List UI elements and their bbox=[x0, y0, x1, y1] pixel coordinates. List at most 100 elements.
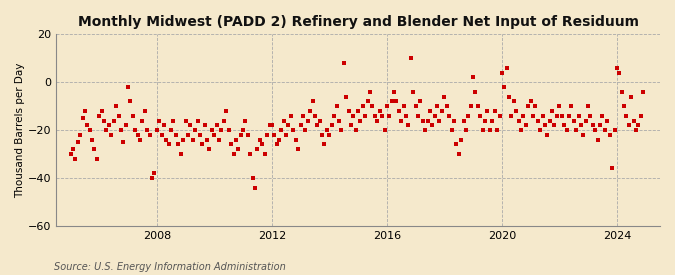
Point bbox=[456, 138, 466, 142]
Point bbox=[108, 118, 119, 123]
Point bbox=[338, 61, 349, 65]
Point bbox=[225, 142, 236, 147]
Point bbox=[283, 123, 294, 128]
Point bbox=[360, 114, 371, 118]
Point bbox=[166, 128, 177, 132]
Point bbox=[592, 138, 603, 142]
Point bbox=[250, 185, 261, 190]
Point bbox=[312, 123, 323, 128]
Point bbox=[137, 118, 148, 123]
Point bbox=[398, 104, 409, 108]
Point bbox=[580, 118, 591, 123]
Point bbox=[279, 118, 290, 123]
Point bbox=[242, 133, 253, 137]
Point bbox=[358, 104, 369, 108]
Point bbox=[326, 123, 337, 128]
Point bbox=[341, 94, 352, 99]
Point bbox=[146, 176, 157, 180]
Point bbox=[564, 114, 574, 118]
Point bbox=[199, 123, 210, 128]
Point bbox=[423, 118, 433, 123]
Point bbox=[525, 99, 536, 104]
Point bbox=[331, 104, 342, 108]
Point bbox=[355, 118, 366, 123]
Point bbox=[487, 118, 497, 123]
Point bbox=[223, 128, 234, 132]
Point bbox=[329, 114, 340, 118]
Point bbox=[554, 104, 565, 108]
Point bbox=[403, 123, 414, 128]
Point bbox=[228, 152, 239, 156]
Point bbox=[362, 99, 373, 104]
Point bbox=[86, 138, 97, 142]
Point bbox=[412, 114, 423, 118]
Point bbox=[142, 128, 153, 132]
Point bbox=[132, 133, 143, 137]
Point bbox=[537, 114, 548, 118]
Point bbox=[619, 104, 630, 108]
Point bbox=[139, 109, 150, 113]
Point bbox=[276, 128, 287, 132]
Point bbox=[389, 90, 400, 94]
Point bbox=[92, 157, 103, 161]
Point bbox=[202, 138, 213, 142]
Point bbox=[604, 133, 615, 137]
Point bbox=[454, 152, 464, 156]
Point bbox=[75, 133, 86, 137]
Point bbox=[65, 152, 76, 156]
Point bbox=[458, 118, 469, 123]
Point bbox=[556, 114, 567, 118]
Point bbox=[523, 104, 534, 108]
Point bbox=[638, 90, 649, 94]
Point bbox=[123, 85, 134, 89]
Point bbox=[437, 109, 448, 113]
Point bbox=[410, 104, 421, 108]
Point bbox=[539, 123, 550, 128]
Point bbox=[171, 133, 182, 137]
Point bbox=[518, 114, 529, 118]
Point bbox=[530, 104, 541, 108]
Point bbox=[513, 118, 524, 123]
Point bbox=[238, 128, 248, 132]
Point bbox=[599, 128, 610, 132]
Point bbox=[583, 104, 593, 108]
Point bbox=[460, 128, 471, 132]
Point bbox=[482, 109, 493, 113]
Point bbox=[420, 128, 431, 132]
Point bbox=[394, 109, 404, 113]
Point bbox=[494, 114, 505, 118]
Point bbox=[80, 109, 90, 113]
Point bbox=[576, 123, 587, 128]
Point bbox=[188, 138, 198, 142]
Point bbox=[221, 109, 232, 113]
Point bbox=[352, 109, 363, 113]
Point bbox=[602, 118, 613, 123]
Point bbox=[168, 118, 179, 123]
Point bbox=[115, 128, 126, 132]
Point bbox=[286, 114, 296, 118]
Point bbox=[317, 133, 327, 137]
Point bbox=[163, 142, 174, 147]
Point bbox=[369, 114, 380, 118]
Point bbox=[319, 142, 330, 147]
Point bbox=[588, 123, 599, 128]
Point bbox=[470, 90, 481, 94]
Point bbox=[633, 123, 644, 128]
Point bbox=[372, 118, 383, 123]
Point bbox=[288, 128, 299, 132]
Point bbox=[590, 128, 601, 132]
Point bbox=[245, 152, 256, 156]
Point bbox=[520, 123, 531, 128]
Point bbox=[117, 140, 128, 144]
Point bbox=[135, 138, 146, 142]
Point bbox=[350, 128, 361, 132]
Point bbox=[204, 147, 215, 152]
Point bbox=[427, 123, 437, 128]
Point bbox=[405, 56, 416, 60]
Point bbox=[125, 99, 136, 104]
Point bbox=[570, 128, 581, 132]
Point bbox=[374, 109, 385, 113]
Point bbox=[624, 123, 634, 128]
Point bbox=[508, 99, 519, 104]
Point bbox=[321, 128, 332, 132]
